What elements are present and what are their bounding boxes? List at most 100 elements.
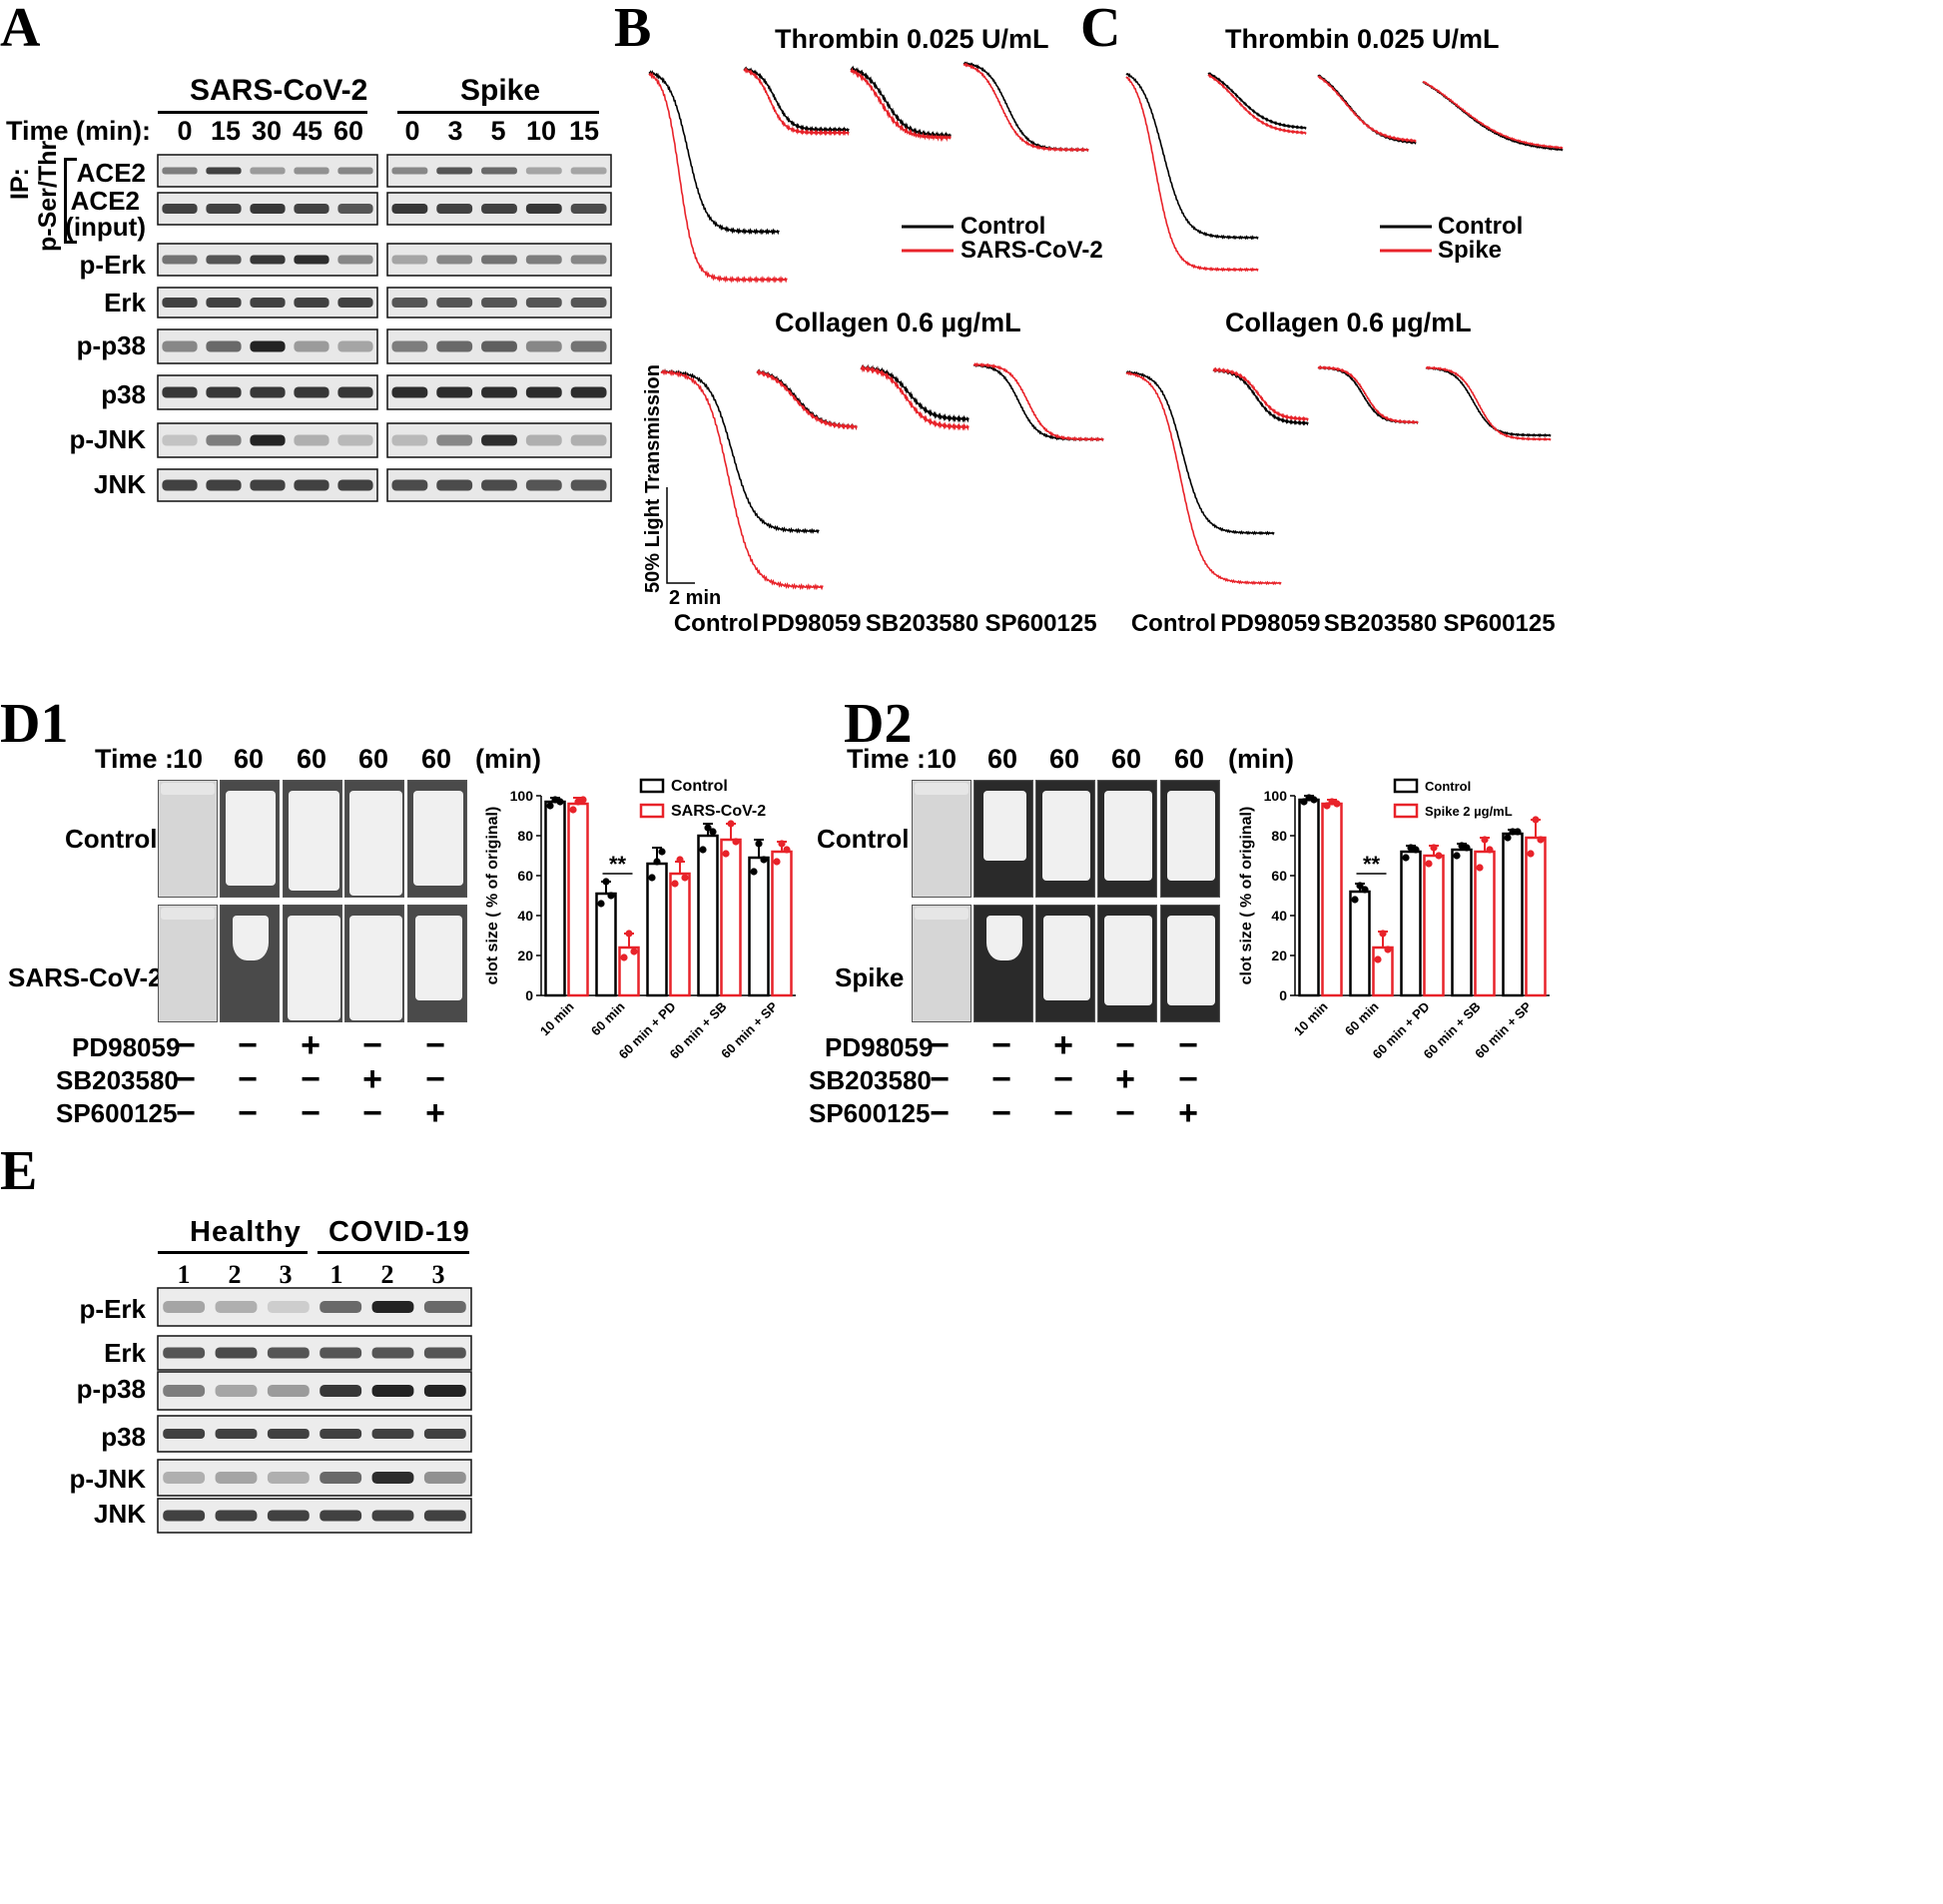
time-value: 45 [293, 116, 324, 146]
bar [720, 838, 742, 997]
band [294, 434, 329, 446]
time-value: 15 [568, 116, 600, 146]
band [215, 1347, 258, 1359]
band [436, 167, 473, 175]
bar [748, 856, 770, 997]
x-tick-label: 10 min [1291, 998, 1331, 1038]
d2-inh-sp: SP600125 [809, 1098, 931, 1128]
clot-tube [407, 780, 467, 898]
minus-sign: − [991, 1094, 1011, 1132]
y-tick-label: 40 [1271, 908, 1287, 924]
band [423, 1429, 466, 1439]
minus-sign: − [930, 1026, 950, 1064]
y-axis-label: clot size ( % of original) [484, 807, 501, 985]
band [250, 434, 286, 446]
blot-p38-sars [157, 374, 378, 410]
c-legend-spike: Spike [1438, 237, 1503, 264]
band [267, 1429, 310, 1439]
band [206, 479, 242, 491]
band [162, 298, 198, 308]
d2-unit: (min) [1228, 744, 1294, 774]
bar [1400, 850, 1422, 997]
trace-sp-control [1422, 81, 1564, 152]
data-point [750, 868, 758, 876]
band [206, 204, 242, 214]
blot-pp38-sars [157, 328, 378, 364]
data-point [1310, 796, 1318, 804]
band [525, 340, 562, 352]
band [436, 434, 473, 446]
data-point [579, 796, 587, 804]
time-value: 15 [211, 116, 242, 146]
western-blots-e [157, 1287, 472, 1534]
data-point [1300, 798, 1308, 806]
data-point [732, 838, 740, 846]
band [250, 204, 286, 214]
b-cond-pd: PD98059 [761, 610, 862, 637]
legend-label: Spike 2 µg/mL [1425, 804, 1513, 819]
e-blot-perk [157, 1287, 472, 1327]
trace-sb-spike [1317, 364, 1419, 425]
bar [1321, 802, 1343, 997]
data-point [722, 850, 730, 858]
band [423, 1385, 466, 1397]
data-point [676, 856, 684, 864]
blot-frame [157, 1459, 472, 1497]
band [481, 340, 517, 352]
b-cond-sb: SB203580 [865, 610, 979, 637]
band [423, 1301, 466, 1313]
trace-sb-sars [860, 364, 970, 431]
legend-swatch [639, 803, 665, 819]
legend-label: Control [671, 778, 728, 795]
legend-swatch [1393, 778, 1419, 794]
trace-control-spike [1125, 370, 1282, 586]
data-point [1402, 854, 1410, 862]
band [294, 167, 329, 175]
band [163, 1472, 206, 1484]
western-blots-a [157, 154, 612, 502]
data-point [1323, 802, 1331, 810]
group-underline-sars [158, 111, 367, 114]
minus-sign: − [362, 1026, 382, 1064]
y-tick-label: 20 [517, 948, 533, 963]
y-tick-label: 60 [517, 868, 533, 884]
band [337, 298, 373, 308]
retracted-clot [288, 791, 339, 891]
trace-control-sars [660, 368, 824, 591]
tube-meniscus [915, 908, 969, 920]
time-value: 5 [490, 116, 506, 146]
time-value: 60 [420, 744, 452, 774]
group-underline-spike [397, 111, 599, 114]
band [162, 255, 198, 265]
band [294, 479, 329, 491]
row-label-input: (input) [65, 212, 146, 242]
x-tick-label: 10 min [537, 998, 577, 1038]
band [267, 1385, 310, 1397]
band [162, 340, 198, 352]
data-point [704, 824, 712, 832]
significance-marker: ** [1363, 852, 1381, 877]
band [337, 167, 373, 175]
trace-sp-sars [963, 62, 1089, 153]
clot-tube [158, 905, 218, 1022]
b-legend-control: Control [961, 213, 1046, 240]
band [294, 204, 329, 214]
time-value: 60 [333, 116, 364, 146]
band [206, 386, 242, 398]
band [525, 298, 562, 308]
trace-sp-spike [1422, 80, 1564, 150]
band [391, 255, 428, 265]
clot-tube [973, 905, 1033, 1022]
group-label-sars: SARS-CoV-2 [190, 74, 368, 107]
band [206, 340, 242, 352]
legend-swatch [1393, 803, 1419, 819]
minus-sign: − [991, 1060, 1011, 1098]
band [481, 204, 517, 214]
time-label: Time (min): [6, 116, 152, 146]
band [267, 1347, 310, 1359]
blot-ace2_in-sars [157, 192, 378, 226]
time-value: 30 [252, 116, 283, 146]
retracted-clot [986, 916, 1022, 960]
trace-control-control [1125, 72, 1259, 241]
band [267, 1510, 310, 1522]
